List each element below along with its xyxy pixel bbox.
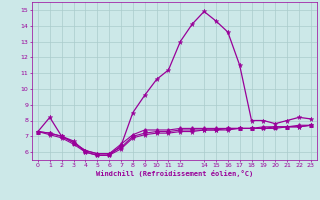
X-axis label: Windchill (Refroidissement éolien,°C): Windchill (Refroidissement éolien,°C) — [96, 170, 253, 177]
